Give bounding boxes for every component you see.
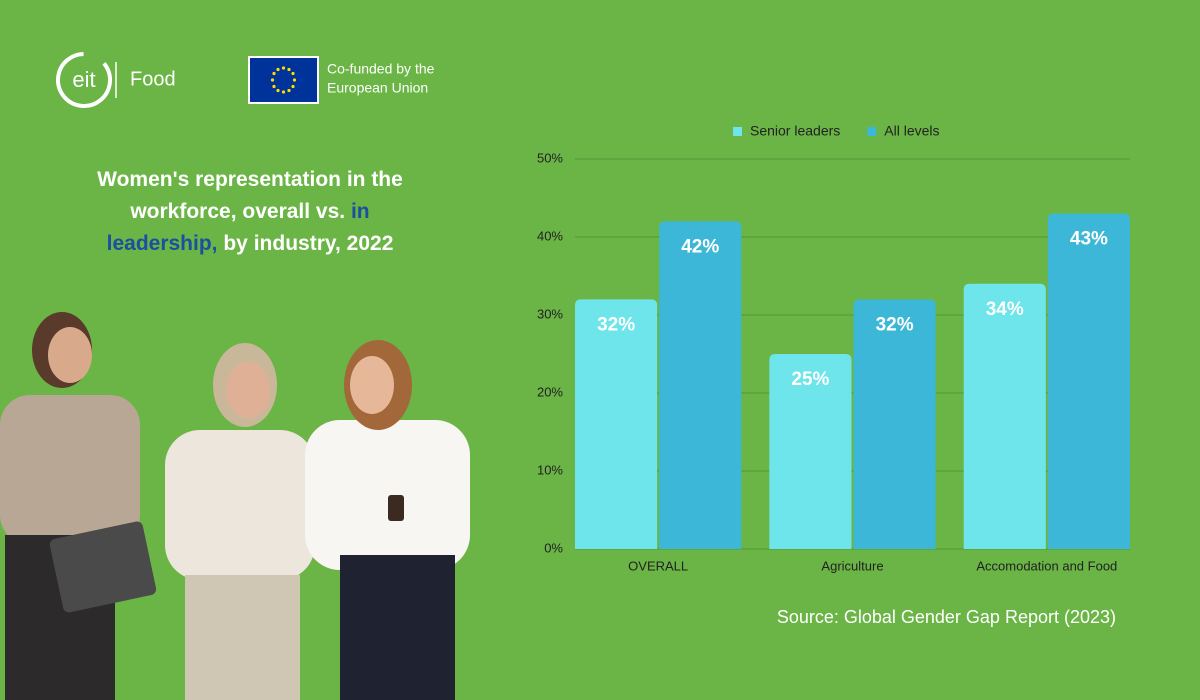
eu-text: European Union (327, 80, 428, 96)
chart-title: Women's representation in the workforce,… (75, 164, 425, 260)
bar (769, 354, 852, 549)
bar (575, 299, 658, 549)
value-label: 43% (1070, 229, 1108, 250)
title-part: Women's representation in the workforce,… (97, 168, 403, 223)
y-tick-label: 40% (537, 228, 563, 243)
title-part: by industry, 2022 (223, 232, 394, 255)
eu-flag (248, 56, 319, 104)
logo-mark: eit (72, 67, 95, 92)
x-tick-label: Accomodation and Food (976, 558, 1117, 573)
x-tick-label: OVERALL (628, 558, 688, 573)
bar (659, 221, 742, 549)
y-tick-label: 10% (537, 462, 563, 477)
bar (1047, 213, 1130, 549)
value-label: 42% (681, 236, 719, 257)
bar (963, 283, 1046, 549)
eu-text: Co-funded by the (327, 61, 435, 77)
legend-swatch (733, 127, 742, 136)
y-tick-label: 50% (537, 150, 563, 165)
bar (853, 299, 936, 549)
legend-label: All levels (884, 123, 939, 139)
logo-name: Food (130, 68, 176, 90)
y-tick-label: 30% (537, 306, 563, 321)
value-label: 32% (876, 314, 914, 335)
photo (0, 312, 470, 700)
legend-label: Senior leaders (750, 123, 840, 139)
source: Source: Global Gender Gap Report (2023) (777, 607, 1116, 627)
title-highlight: in leadership, (106, 200, 370, 255)
value-label: 34% (986, 299, 1024, 320)
y-tick-label: 0% (544, 540, 563, 555)
eit-logo: eit Food (56, 52, 176, 108)
legend-swatch (867, 127, 877, 136)
x-tick-label: Agriculture (821, 558, 883, 573)
value-label: 25% (791, 369, 829, 390)
value-label: 32% (597, 314, 635, 335)
y-tick-label: 20% (537, 384, 563, 399)
